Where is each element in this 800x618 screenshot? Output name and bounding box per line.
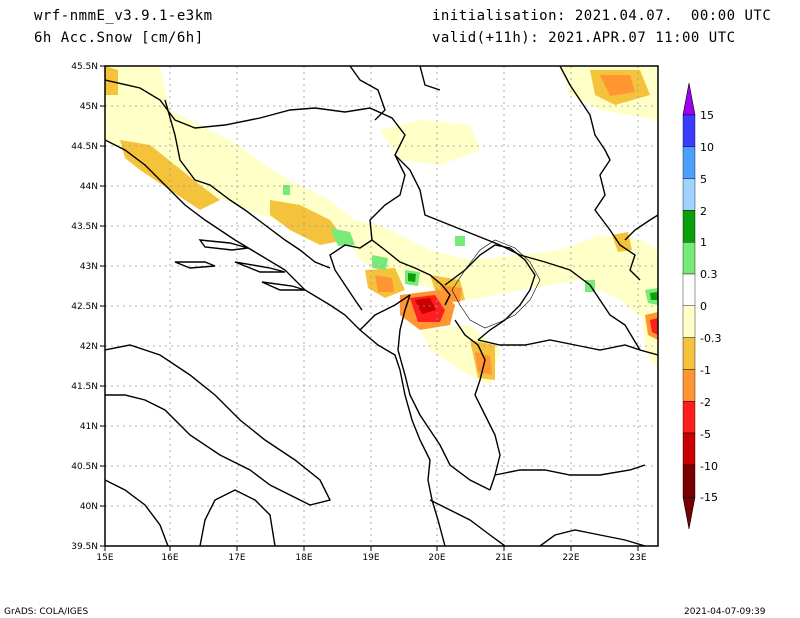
field-title: 6h Acc.Snow [cm/6h]: [34, 30, 204, 46]
legend-swatch: [682, 146, 696, 179]
model-title: wrf-nmmE_v3.9.1-e3km: [34, 8, 213, 24]
lon-label: 20E: [428, 553, 445, 563]
init-time: initialisation: 2021.04.07. 00:00 UTC: [432, 8, 772, 24]
snow-field: [105, 66, 658, 385]
lat-label: 45N: [80, 102, 98, 112]
legend-label: 0.3: [700, 268, 718, 281]
legend-swatch: [682, 305, 696, 338]
legend-label: -1: [700, 364, 711, 377]
legend-label: 10: [700, 141, 714, 154]
legend-label: -5: [700, 428, 711, 441]
lon-label: 16E: [161, 553, 178, 563]
legend-label: 2: [700, 205, 707, 218]
lat-label: 43N: [80, 262, 98, 272]
graticule: [105, 66, 658, 546]
valid-time: valid(+11h): 2021.APR.07 11:00 UTC: [432, 30, 736, 46]
lat-label: 41.5N: [71, 382, 98, 392]
lon-label: 23E: [629, 553, 646, 563]
legend-label: 5: [700, 173, 707, 186]
legend-label: -0.3: [700, 332, 721, 345]
legend-swatch: [682, 432, 696, 465]
lat-label: 39.5N: [71, 542, 98, 552]
lat-label: 40N: [80, 502, 98, 512]
legend-swatch: [682, 337, 696, 370]
coastlines-borders: [105, 66, 658, 546]
lat-label: 45.5N: [71, 62, 98, 72]
lat-label: 42.5N: [71, 302, 98, 312]
lon-label: 19E: [362, 553, 379, 563]
legend-label: 15: [700, 109, 714, 122]
color-legend: 15 10 5 2 1 0.3 0 -0.3 -1 -2 -5 -10 -15: [682, 82, 721, 530]
lat-label: 43.5N: [71, 222, 98, 232]
legend-swatch: [682, 401, 696, 434]
lat-label: 42N: [80, 342, 98, 352]
lat-label: 41N: [80, 422, 98, 432]
legend-swatch: [682, 210, 696, 243]
legend-swatch: [682, 178, 696, 211]
legend-arrow-bottom: [682, 496, 696, 530]
latitude-labels: 45.5N 45N 44.5N 44N 43.5N 43N 42.5N 42N …: [71, 62, 98, 552]
snow-medium-areas: [105, 66, 650, 380]
snow-light-areas: [105, 66, 658, 385]
lat-label: 44N: [80, 182, 98, 192]
lon-label: 22E: [562, 553, 579, 563]
legend-label: 1: [700, 236, 707, 249]
legend-labels: 15 10 5 2 1 0.3 0 -0.3 -1 -2 -5 -10 -15: [700, 109, 721, 504]
snow-heavy-areas: [375, 75, 658, 375]
footer-timestamp: 2021-04-07-09:39: [684, 607, 766, 617]
rain-medium-areas: [408, 273, 658, 300]
legend-label: 0: [700, 300, 707, 313]
lon-label: 18E: [295, 553, 312, 563]
legend-label: -2: [700, 396, 711, 409]
legend-swatch: [682, 464, 696, 497]
footer-credit: GrADS: COLA/IGES: [4, 607, 89, 617]
longitude-labels: 15E 16E 17E 18E 19E 20E 21E 22E 23E: [96, 553, 646, 563]
lon-label: 21E: [495, 553, 512, 563]
legend-swatch: [682, 369, 696, 402]
snow-extreme-areas: [415, 298, 436, 314]
legend-label: -10: [700, 460, 718, 473]
lat-label: 44.5N: [71, 142, 98, 152]
legend-arrow-top: [682, 82, 696, 116]
lon-label: 15E: [96, 553, 113, 563]
legend-swatch: [682, 241, 696, 275]
axis-ticks: [100, 65, 639, 551]
kosovo-border: [451, 239, 541, 329]
lon-label: 17E: [228, 553, 245, 563]
legend-swatch: [682, 114, 696, 147]
lat-label: 40.5N: [71, 462, 98, 472]
legend-swatch: [682, 273, 696, 306]
legend-label: -15: [700, 491, 718, 504]
